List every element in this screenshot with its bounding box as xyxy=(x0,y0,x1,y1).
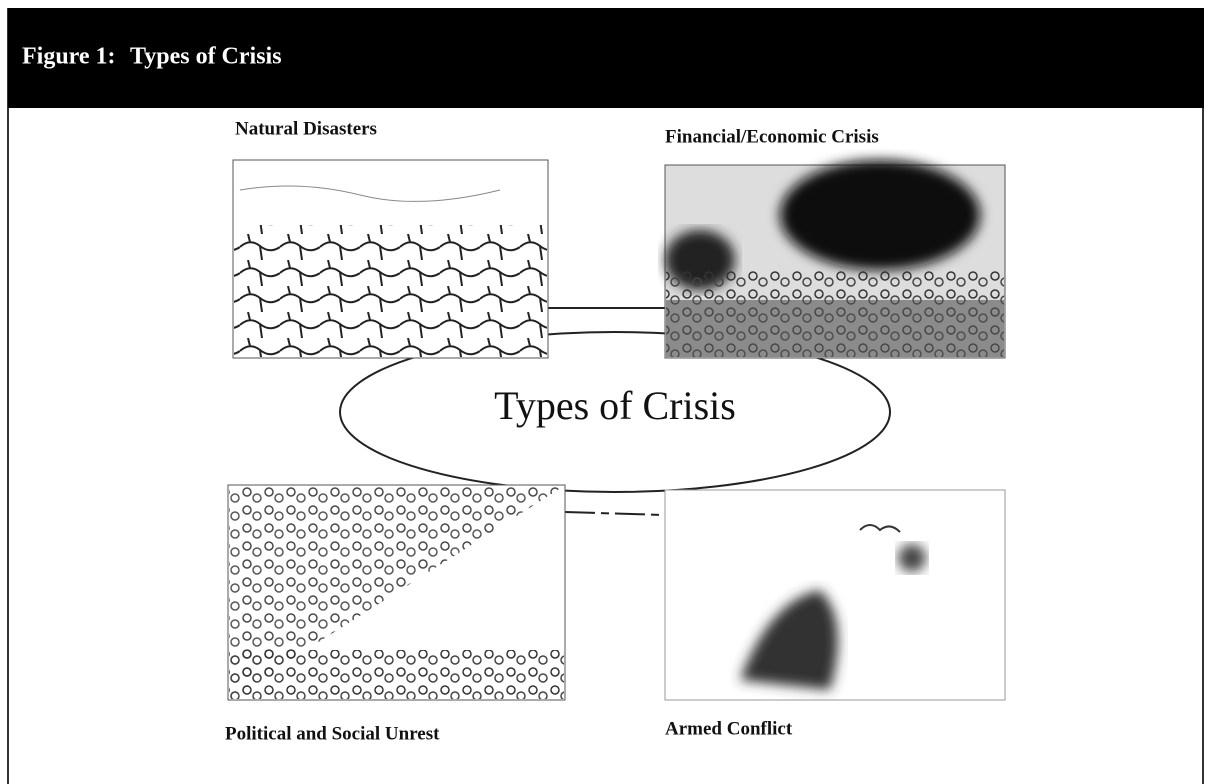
image-natural xyxy=(232,159,549,359)
image-armed xyxy=(664,489,1006,701)
node-label: Natural Disasters xyxy=(235,118,377,139)
header-bar xyxy=(8,8,1204,108)
figure-label: Figure 1: xyxy=(22,44,116,70)
center-label: Types of Crisis xyxy=(494,383,736,428)
center-ellipse xyxy=(339,331,891,493)
image-financial xyxy=(664,160,1006,359)
figure-title: Types of Crisis xyxy=(130,44,282,70)
node-label: Political and Social Unrest xyxy=(225,723,440,744)
connector xyxy=(564,511,666,516)
image-political xyxy=(227,484,566,701)
node-label: Financial/Economic Crisis xyxy=(665,126,879,147)
node-label: Armed Conflict xyxy=(665,718,793,739)
